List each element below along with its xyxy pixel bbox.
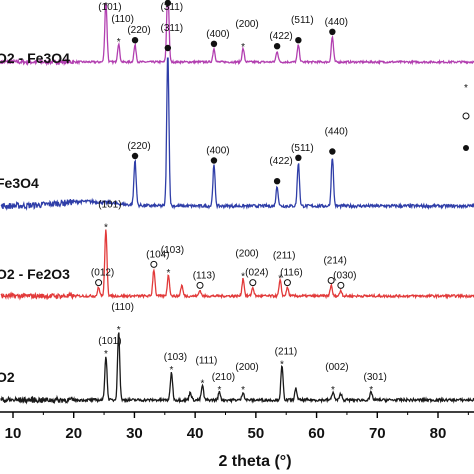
- peak-marker-dot: [210, 40, 218, 47]
- peak-marker-ring: [196, 281, 204, 289]
- peak-label: (104): [146, 249, 169, 260]
- peak-marker-dot: [295, 37, 302, 44]
- peak-marker-star: *: [170, 365, 174, 376]
- peak-label: (101): [98, 200, 121, 211]
- peak-marker-ring: [95, 279, 103, 287]
- peak-marker-dot: [210, 157, 218, 164]
- peak-label: (210): [212, 372, 235, 383]
- peak-marker-star: *: [117, 325, 121, 336]
- peak-label: (311): [161, 23, 184, 34]
- peak-marker-star: *: [241, 385, 245, 396]
- peak-label: (116): [280, 268, 303, 279]
- x-tick-label: 80: [430, 425, 447, 442]
- series-line: [0, 57, 474, 211]
- peak-label: (024): [245, 268, 268, 279]
- peak-label: (030): [333, 270, 356, 281]
- peak-label: (220): [127, 25, 150, 36]
- series-line: [0, 332, 474, 405]
- peak-label: (002): [325, 362, 348, 373]
- peak-marker-dot: [131, 152, 139, 160]
- peak-label: (511): [291, 15, 314, 26]
- series-layer: [0, 0, 474, 405]
- peak-marker-star: *: [280, 359, 284, 370]
- peak-marker-star: *: [241, 42, 245, 53]
- peak-marker-ring: [150, 260, 158, 268]
- legend-star: *: [464, 83, 468, 94]
- peak-marker-star: *: [117, 37, 121, 48]
- peak-label: (211): [273, 251, 296, 262]
- annotation-layer: O2 - Fe3O4*(101)*(110)(220)(311)(400)*(2…: [0, 0, 387, 396]
- x-tick-label: 10: [5, 425, 22, 442]
- peak-label: (301): [364, 372, 387, 383]
- x-axis-label: 2 theta (°): [218, 453, 291, 470]
- peak-marker-star: *: [278, 274, 282, 285]
- series-line: [0, 229, 474, 301]
- x-tick-label: 60: [308, 425, 325, 442]
- peak-label: (200): [235, 362, 258, 373]
- peak-marker-star: *: [104, 1, 108, 12]
- peak-marker-dot: [295, 154, 302, 161]
- peak-marker-star: *: [217, 385, 221, 396]
- peak-marker-ring: [249, 279, 257, 287]
- x-tick-label: 40: [187, 425, 204, 442]
- peak-marker-star: *: [104, 223, 108, 234]
- series-name: O2: [0, 369, 15, 385]
- x-tick-label: 20: [65, 425, 82, 442]
- peak-label: (400): [206, 146, 229, 157]
- x-axis: 10 20 30 40 50 60 70 80: [0, 411, 474, 442]
- peak-label: (012): [91, 268, 114, 279]
- peak-label: (103): [164, 352, 187, 363]
- peak-marker-star: *: [241, 272, 245, 283]
- legend-dot: [463, 145, 469, 151]
- peak-marker-dot: [329, 28, 336, 35]
- peak-label: (113): [193, 270, 216, 281]
- peak-label: (220): [127, 141, 150, 152]
- peak-marker-star: *: [104, 349, 108, 360]
- peak-label: (422): [269, 31, 292, 42]
- peak-marker-dot: [164, 0, 172, 7]
- peak-label: (200): [235, 19, 258, 30]
- peak-label: (440): [325, 127, 348, 138]
- peak-label: (311): [161, 2, 184, 13]
- peak-marker-dot: [329, 148, 336, 155]
- x-tick-label: 70: [369, 425, 386, 442]
- peak-label: (200): [235, 249, 258, 260]
- series-name: O2 - Fe3O4: [0, 50, 70, 66]
- x-tick-label: 50: [248, 425, 265, 442]
- peak-marker-star: *: [166, 268, 170, 279]
- peak-marker-dot: [131, 37, 139, 44]
- series-name: O2 - Fe2O3: [0, 266, 70, 282]
- peak-marker-dot: [164, 44, 172, 52]
- x-tick-label: 30: [126, 425, 143, 442]
- peak-label: (103): [161, 245, 184, 256]
- peak-label: (214): [323, 256, 346, 267]
- peak-marker-ring: [283, 279, 291, 287]
- series-line: [0, 0, 474, 67]
- peak-label: (211): [275, 346, 298, 357]
- peak-marker-star: *: [200, 379, 204, 390]
- peak-label: (511): [291, 143, 314, 154]
- peak-marker-star: *: [331, 385, 335, 396]
- legend-ring: [462, 112, 470, 120]
- peak-label: (422): [269, 156, 292, 167]
- peak-marker-dot: [273, 43, 281, 50]
- peak-marker-ring: [327, 277, 335, 284]
- peak-label: (110): [111, 14, 134, 25]
- peak-label: (101): [98, 2, 121, 13]
- peak-marker-star: *: [369, 385, 373, 396]
- peak-marker-ring: [337, 281, 345, 289]
- peak-label: (111): [195, 356, 217, 367]
- peak-label: (440): [325, 17, 348, 28]
- peak-marker-dot: [273, 178, 281, 185]
- legend: *: [462, 83, 470, 151]
- peak-label: (101): [98, 336, 121, 347]
- peak-label: (400): [206, 29, 229, 40]
- peak-label: (110): [111, 302, 134, 313]
- series-name: Fe3O4: [0, 175, 39, 191]
